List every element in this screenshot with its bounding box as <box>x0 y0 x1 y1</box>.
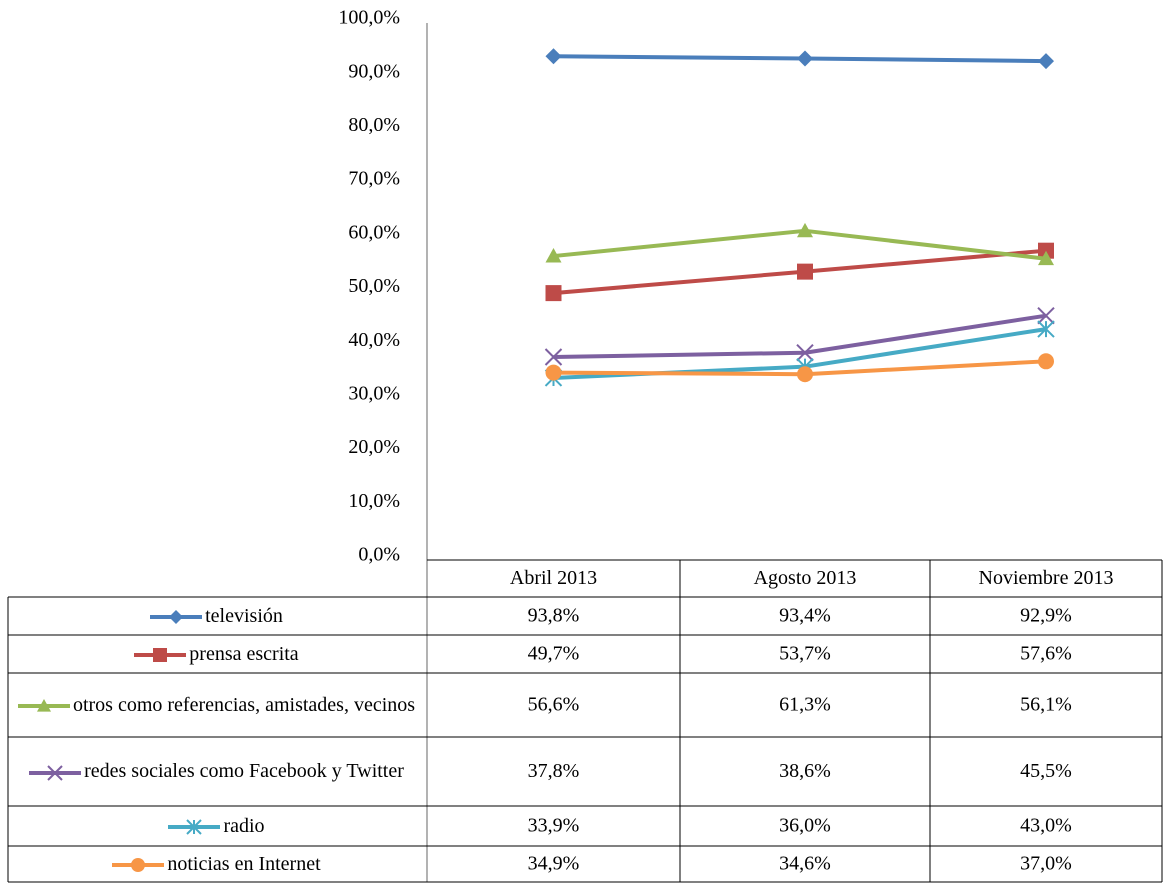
legend-cell: televisión <box>8 597 427 635</box>
marker <box>545 48 562 65</box>
legend-icon <box>134 648 187 663</box>
value-label: 53,7% <box>779 643 831 665</box>
legend-item: prensa escrita <box>8 635 427 673</box>
marker <box>797 366 813 383</box>
y-tick-label: 0,0% <box>358 544 400 566</box>
legend-item: radio <box>8 806 427 846</box>
marker <box>544 348 563 366</box>
y-tick-label: 30,0% <box>348 382 400 404</box>
marker <box>797 50 813 67</box>
value-label: 43,0% <box>1020 815 1072 837</box>
value-label: 37,0% <box>1020 853 1072 875</box>
legend-entry: radio <box>166 814 265 837</box>
marker <box>796 344 814 362</box>
legend-entry: prensa escrita <box>132 642 299 665</box>
value-label: 49,7% <box>528 643 580 665</box>
marker <box>47 764 63 781</box>
legend-cell: otros como referencias, amistades, vecin… <box>8 673 427 737</box>
legend-label: televisión <box>205 604 283 627</box>
legend-entry: redes sociales como Facebook y Twitter <box>27 760 404 782</box>
y-tick-label: 80,0% <box>348 114 400 136</box>
y-tick-label: 40,0% <box>348 329 400 351</box>
marker <box>545 248 562 263</box>
legend-item: redes sociales como Facebook y Twitter <box>8 737 427 806</box>
value-label: 93,4% <box>779 605 831 627</box>
marker <box>1038 353 1054 370</box>
y-tick-label: 60,0% <box>348 221 400 243</box>
legend-label: noticias en Internet <box>167 852 321 875</box>
marker <box>1038 242 1054 259</box>
series-line <box>553 313 1047 360</box>
legend-label: redes sociales como Facebook y Twitter <box>84 760 404 783</box>
legend-cell: radio <box>8 806 427 846</box>
legend-label: prensa escrita <box>189 642 299 665</box>
legend-label: radio <box>223 814 265 837</box>
legend-entry: televisión <box>148 605 283 627</box>
legend-icon <box>29 764 82 781</box>
value-label: 56,1% <box>1020 694 1072 716</box>
value-label: 57,6% <box>1020 643 1072 665</box>
value-label: 34,9% <box>528 853 580 875</box>
legend-item: noticias en Internet <box>8 846 427 882</box>
value-label: 45,5% <box>1020 760 1072 782</box>
legend-icon <box>150 610 203 625</box>
marker <box>1037 306 1055 325</box>
y-tick-label: 10,0% <box>348 490 400 512</box>
marker <box>36 699 51 712</box>
y-tick-label: 50,0% <box>348 275 400 297</box>
marker <box>797 222 813 238</box>
marker <box>153 648 168 663</box>
marker <box>1038 250 1054 266</box>
legend-item: otros como referencias, amistades, vecin… <box>8 673 427 737</box>
marker <box>186 819 203 835</box>
value-label: 36,0% <box>779 815 831 837</box>
value-label: 33,9% <box>528 815 580 837</box>
marker <box>1037 320 1055 338</box>
x-tick-label: Abril 2013 <box>510 567 597 589</box>
value-label: 92,9% <box>1020 605 1072 627</box>
legend-cell: prensa escrita <box>8 635 427 673</box>
marker <box>545 364 562 381</box>
legend-entry: noticias en Internet <box>110 852 321 875</box>
marker <box>169 610 184 625</box>
x-tick-label: Noviembre 2013 <box>979 567 1114 589</box>
y-tick-label: 20,0% <box>348 436 400 458</box>
legend-icon <box>168 819 221 835</box>
value-label: 38,6% <box>779 760 831 782</box>
value-label: 34,6% <box>779 853 831 875</box>
marker <box>545 285 562 302</box>
value-label: 56,6% <box>528 694 580 716</box>
value-label: 37,8% <box>528 760 580 782</box>
value-label: 61,3% <box>779 694 831 716</box>
marker <box>1038 53 1054 70</box>
legend-entry: otros como referencias, amistades, vecin… <box>16 694 415 716</box>
marker <box>131 858 146 873</box>
y-tick-label: 100,0% <box>338 7 400 29</box>
y-tick-label: 70,0% <box>348 168 400 190</box>
value-label: 93,8% <box>528 605 580 627</box>
legend-label: otros como referencias, amistades, vecin… <box>72 693 416 716</box>
x-tick-label: Agosto 2013 <box>754 567 857 589</box>
marker <box>797 263 813 280</box>
y-tick-label: 90,0% <box>348 60 400 82</box>
legend-icon <box>17 699 70 712</box>
legend-icon <box>112 858 165 873</box>
legend-cell: redes sociales como Facebook y Twitter <box>8 737 427 806</box>
legend-item: televisión <box>8 597 427 635</box>
legend-cell: noticias en Internet <box>8 846 427 882</box>
